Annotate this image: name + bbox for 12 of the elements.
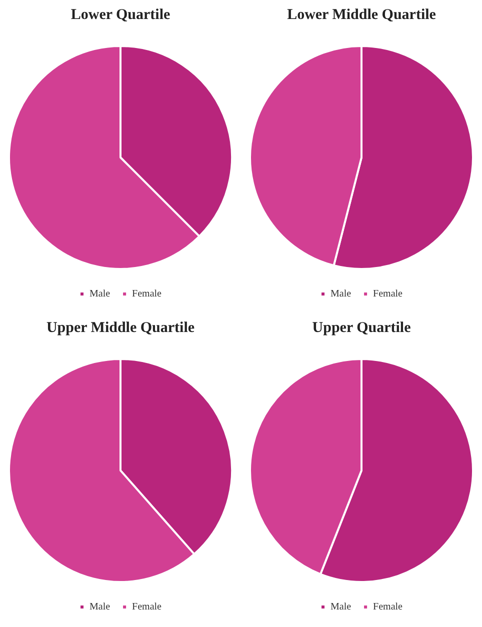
legend-label: Female bbox=[132, 288, 162, 300]
legend-label: Male bbox=[90, 288, 111, 300]
legend-label: Female bbox=[373, 288, 404, 300]
chart-title: Upper Middle Quartile bbox=[46, 320, 195, 336]
chart-title: Lower Quartile bbox=[70, 6, 170, 23]
legend-label: Male bbox=[330, 288, 352, 300]
chart-title: Upper Quartile bbox=[312, 320, 412, 336]
chart-title: Lower Middle Quartile bbox=[287, 6, 436, 23]
legend-label: Female bbox=[132, 602, 162, 613]
legend-label: Male bbox=[90, 602, 111, 613]
legend-label: Male bbox=[330, 602, 352, 613]
legend-label: Female bbox=[373, 602, 404, 613]
